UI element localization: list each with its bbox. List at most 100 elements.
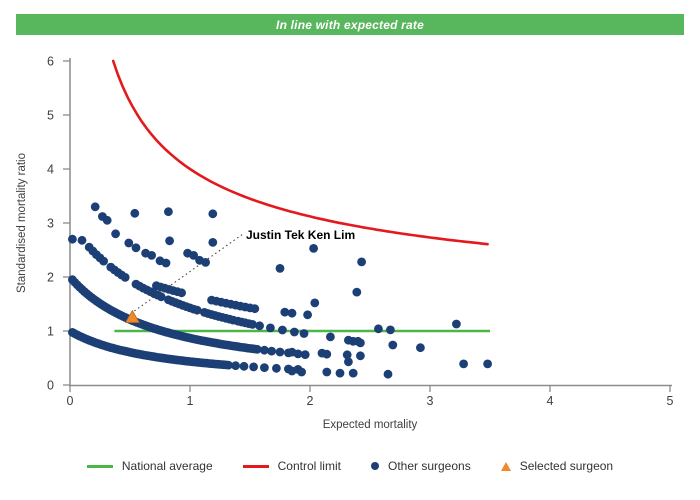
- surgeon-dot: [388, 340, 398, 350]
- surgeon-dot: [90, 202, 100, 212]
- legend-item-national-average: National average: [86, 459, 213, 473]
- surgeon-dot: [290, 327, 299, 337]
- y-tick-label: 4: [47, 163, 54, 177]
- x-tick-label: 4: [547, 394, 554, 408]
- surgeon-dot: [177, 288, 187, 298]
- surgeon-dot: [335, 368, 345, 378]
- surgeon-dot: [278, 325, 287, 335]
- surgeon-dot: [300, 350, 310, 359]
- surgeon-dot: [77, 235, 87, 245]
- legend-item-control-limit: Control limit: [242, 459, 341, 473]
- other-surgeons-swatch-icon: [370, 462, 379, 470]
- surgeon-dot: [322, 349, 332, 359]
- legend-item-other-surgeons: Other surgeons: [370, 459, 471, 473]
- surgeon-dot: [356, 351, 365, 361]
- selected-surgeon-label: Justin Tek Ken Lim: [246, 228, 355, 242]
- selected-surgeon-swatch-icon: [500, 461, 511, 471]
- surgeon-dot: [266, 323, 275, 333]
- x-tick-label: 1: [187, 394, 194, 408]
- legend-label: Control limit: [277, 459, 341, 473]
- surgeon-dot: [374, 324, 383, 334]
- surgeon-dot: [252, 344, 262, 354]
- surgeon-dot: [303, 310, 312, 320]
- y-tick-label: 2: [47, 271, 54, 285]
- surgeon-dot: [309, 244, 318, 253]
- x-tick-label: 2: [307, 394, 314, 408]
- surgeon-dot: [299, 329, 309, 338]
- national-average-swatch-icon: [86, 464, 113, 468]
- selected-surgeon-marker: [124, 309, 140, 323]
- surgeon-dot: [326, 332, 335, 342]
- legend-label: Other surgeons: [387, 459, 471, 473]
- surgeon-dot: [260, 363, 269, 372]
- surgeon-dot: [348, 368, 358, 378]
- other-surgeons-points: [68, 202, 492, 379]
- surgeon-dot: [192, 305, 202, 315]
- surgeon-dot: [287, 366, 297, 376]
- surgeon-dot: [156, 292, 166, 302]
- surgeon-dot: [383, 369, 393, 379]
- surgeon-dot: [111, 229, 120, 239]
- surgeon-dot: [342, 350, 352, 360]
- surgeon-dot: [224, 360, 233, 370]
- y-tick-label: 0: [47, 379, 54, 393]
- x-tick-label: 3: [427, 394, 434, 408]
- surgeon-dot: [272, 363, 281, 373]
- surgeon-dot: [165, 236, 175, 246]
- surgeon-dot: [275, 264, 285, 273]
- y-tick-label: 1: [47, 325, 54, 339]
- surgeon-dot: [260, 345, 269, 355]
- surgeon-dot: [310, 298, 320, 308]
- surgeon-dot: [297, 367, 306, 377]
- surgeon-dot: [208, 238, 218, 247]
- surgeon-dot: [248, 320, 257, 329]
- status-banner-text: In line with expected rate: [276, 17, 424, 32]
- surgeon-dot: [357, 257, 366, 267]
- control-limit-curve: [111, 59, 489, 246]
- surgeon-dot: [147, 251, 157, 260]
- surgeon-dot: [344, 357, 353, 367]
- surgeon-dot: [452, 319, 461, 329]
- surgeon-dot: [164, 207, 173, 217]
- surgeon-dot: [459, 359, 468, 369]
- y-tick-label: 3: [47, 217, 54, 231]
- surgeon-dot: [189, 251, 199, 260]
- surgeon-dot: [352, 287, 362, 297]
- status-banner: In line with expected rate: [16, 14, 684, 35]
- surgeon-dot: [275, 347, 285, 357]
- legend-item-selected-surgeon: Selected surgeon: [500, 459, 614, 473]
- x-tick-label: 0: [67, 394, 74, 408]
- surgeon-dot: [161, 258, 171, 268]
- legend-label: National average: [121, 459, 213, 473]
- surgeon-dot: [356, 338, 365, 348]
- surgeon-dot: [99, 256, 108, 266]
- surgeon-dot: [120, 273, 130, 282]
- x-axis-title: Expected mortality: [323, 419, 418, 431]
- surgeon-dot: [287, 347, 297, 357]
- legend-label: Selected surgeon: [519, 459, 614, 473]
- surgeon-dot: [287, 308, 297, 318]
- y-tick-label: 5: [47, 109, 54, 123]
- surgeon-dot: [124, 238, 134, 248]
- surgeon-dot: [201, 258, 211, 267]
- surgeon-dot: [267, 346, 276, 356]
- x-tick-label: 5: [667, 394, 674, 408]
- surgeon-dot: [386, 325, 395, 335]
- surgeon-dot: [250, 304, 260, 314]
- surgeon-dot: [249, 362, 258, 372]
- surgeon-dot: [483, 359, 492, 369]
- surgeon-dot: [68, 234, 77, 244]
- y-tick-label: 6: [47, 55, 54, 69]
- surgeon-dot: [131, 243, 141, 253]
- surgeon-dot: [130, 208, 140, 218]
- y-axis-title: Standardised mortality ratio: [16, 153, 28, 293]
- surgeon-dot: [102, 215, 112, 225]
- surgeon-dot: [280, 307, 290, 317]
- surgeon-dot: [255, 321, 264, 331]
- surgeon-dot: [208, 209, 218, 219]
- surgeon-dot: [322, 367, 332, 377]
- surgeon-dot: [416, 343, 425, 353]
- surgeon-dot: [239, 361, 249, 371]
